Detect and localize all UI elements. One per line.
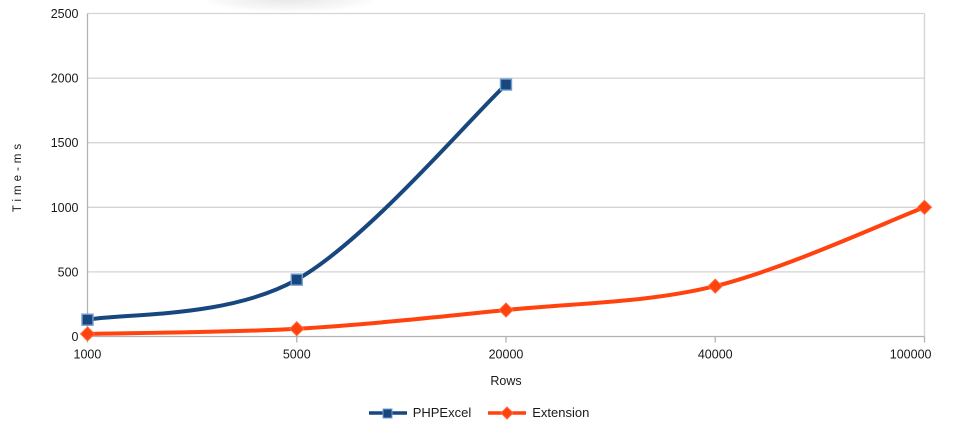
data-point-extension xyxy=(707,278,723,294)
legend-item-phpexcel: PHPExcel xyxy=(368,405,472,420)
y-tick-label: 500 xyxy=(58,265,79,279)
x-tick-label: 100000 xyxy=(890,348,932,362)
data-point-extension xyxy=(289,321,305,337)
y-tick-label: 1500 xyxy=(51,136,79,150)
x-tick-label: 40000 xyxy=(698,348,733,362)
y-tick-label: 1000 xyxy=(51,201,79,215)
x-axis-title: Rows xyxy=(490,374,522,388)
y-tick-label: 0 xyxy=(72,330,79,344)
data-point-phpexcel xyxy=(81,313,94,326)
legend-item-extension: Extension xyxy=(487,405,589,420)
legend-label-extension: Extension xyxy=(532,405,590,420)
extension-line-diamond-icon xyxy=(488,405,527,420)
data-point-phpexcel xyxy=(499,78,513,91)
y-tick-label: 2500 xyxy=(51,7,79,21)
y-axis-title: Time-ms xyxy=(12,139,24,213)
data-point-extension xyxy=(916,199,933,216)
y-tick-label: 2000 xyxy=(51,72,79,86)
data-point-phpexcel xyxy=(290,273,303,286)
legend-label-phpexcel: PHPExcel xyxy=(412,405,472,420)
plot-area: 0 500 1000 1500 2000 2500 1000 5000 20000 40000 10… xyxy=(51,7,933,362)
x-tick-label: 5000 xyxy=(283,348,311,362)
data-point-extension xyxy=(498,302,514,318)
data-point-extension xyxy=(79,326,96,342)
x-tick-label: 1000 xyxy=(74,348,102,362)
phpexcel-line-square-icon xyxy=(368,408,407,418)
legend: PHPExcel Extension xyxy=(0,405,957,420)
x-tick-label: 20000 xyxy=(489,348,524,362)
